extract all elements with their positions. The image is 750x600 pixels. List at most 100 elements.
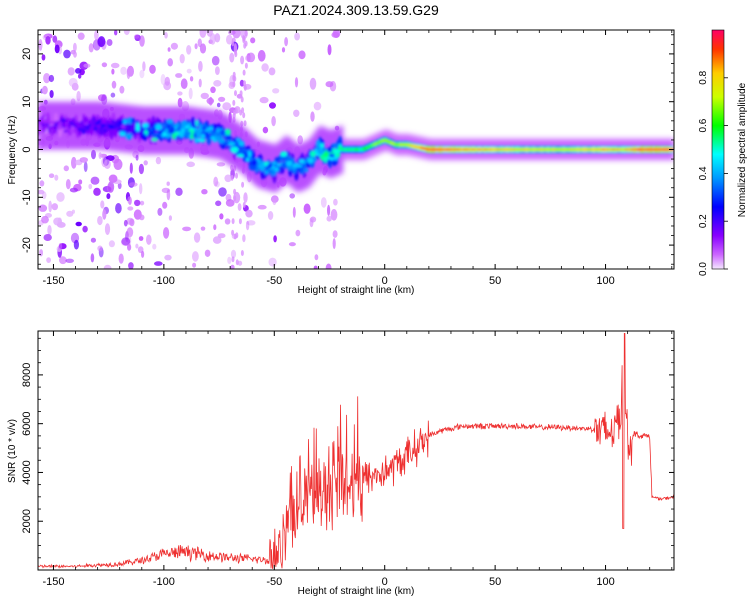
noise-blob	[110, 62, 120, 69]
y-tick-label: -20	[21, 237, 33, 253]
noise-blob	[152, 243, 157, 250]
noise-blob	[244, 30, 248, 37]
noise-blob	[163, 227, 170, 239]
noise-blob	[48, 200, 52, 213]
ridge-cell	[307, 157, 314, 164]
noise-blob	[239, 79, 245, 87]
noise-blob	[240, 55, 245, 65]
ridge-cell	[292, 163, 298, 168]
ridge-cell	[200, 134, 206, 139]
noise-blob	[188, 87, 193, 100]
noise-blob	[235, 259, 239, 266]
noise-blob	[90, 176, 100, 185]
x-tick-label: 50	[489, 275, 501, 287]
ridge-cell	[71, 118, 77, 123]
noise-blob	[102, 209, 107, 220]
noise-blob	[175, 73, 183, 78]
ridge-cell	[323, 156, 328, 163]
colorbar-tick-label: 0.4	[698, 166, 709, 180]
y-tick-label: 8000	[21, 363, 33, 387]
noise-blob	[298, 50, 306, 60]
ridge-cell	[224, 141, 229, 147]
noise-blob	[83, 161, 88, 173]
noise-blob	[240, 96, 244, 103]
ridge-cell	[225, 136, 233, 140]
noise-blob	[97, 215, 103, 226]
noise-blob	[71, 209, 75, 214]
ridge-cell	[151, 137, 158, 142]
noise-blob	[257, 50, 266, 62]
noise-blob	[108, 240, 115, 248]
noise-blob	[227, 256, 232, 264]
noise-blob	[327, 44, 332, 56]
ridge-cell	[331, 143, 340, 148]
ridge-cell	[194, 137, 199, 144]
noise-blob	[261, 63, 269, 72]
ridge-cell	[304, 168, 309, 173]
noise-blob	[143, 160, 148, 166]
ridge-cell	[286, 160, 293, 166]
x-tick-label: -50	[266, 275, 282, 287]
ridge-cell	[81, 129, 86, 134]
noise-blob	[98, 152, 102, 160]
ridge-cell	[115, 121, 120, 127]
noise-blob	[177, 91, 183, 96]
x-tick-label: -100	[153, 275, 175, 287]
noise-blob	[93, 187, 101, 196]
noise-blob	[82, 225, 88, 233]
x-tick-label: 50	[489, 576, 501, 588]
noise-blob	[115, 203, 122, 214]
spectrogram-ylabel: Frequency (Hz)	[7, 116, 18, 185]
noise-blob	[120, 66, 127, 75]
ridge-cell	[47, 121, 53, 125]
ridge-cell	[97, 119, 102, 123]
ridge-cell	[310, 150, 316, 157]
snr-ticks: -150 -100 -50 0 50 100 2000 4000 6000 8000	[21, 331, 674, 588]
ridge-cell	[101, 123, 106, 128]
ridge-cell	[333, 148, 341, 154]
ridge-cell	[327, 147, 332, 153]
noise-blob	[225, 199, 235, 207]
noise-blob	[134, 199, 141, 207]
noise-blob	[268, 257, 277, 267]
noise-blob	[273, 235, 277, 243]
noise-blob	[65, 258, 74, 263]
ridge-cell	[133, 129, 138, 135]
ridge-cell	[190, 134, 195, 139]
noise-blob	[230, 249, 237, 259]
noise-blob	[189, 76, 194, 82]
noise-blob	[139, 183, 143, 195]
x-tick-label: 100	[596, 576, 614, 588]
noise-blob	[106, 193, 111, 200]
ridge-cell	[109, 125, 114, 129]
noise-blob	[242, 234, 246, 243]
y-tick-label: 20	[21, 48, 33, 60]
noise-blob	[213, 224, 217, 231]
ridge-cell	[139, 126, 144, 130]
noise-blob	[166, 181, 170, 186]
noise-blob	[232, 99, 236, 106]
ridge-cell	[121, 128, 126, 132]
colorbar-tick-label: 0.0	[698, 262, 709, 276]
noise-blob	[269, 102, 276, 109]
ridge-cell	[163, 123, 168, 128]
ridge-cell	[184, 132, 190, 139]
noise-blob	[139, 214, 145, 221]
noise-blob	[56, 192, 65, 202]
noise-blob	[139, 200, 145, 206]
noise-blob	[333, 198, 338, 206]
ridge-cell	[280, 151, 288, 158]
noise-blob	[121, 237, 131, 246]
noise-blob	[75, 221, 82, 227]
noise-blob	[192, 251, 199, 262]
noise-blob	[206, 97, 215, 105]
noise-blob	[309, 77, 317, 90]
noise-blob	[233, 188, 237, 195]
noise-blob	[137, 246, 144, 254]
noise-blob	[78, 73, 82, 79]
ridge-cell	[328, 153, 335, 158]
ridge-cell	[197, 122, 202, 126]
noise-blob	[200, 226, 206, 231]
noise-blob	[138, 163, 144, 175]
